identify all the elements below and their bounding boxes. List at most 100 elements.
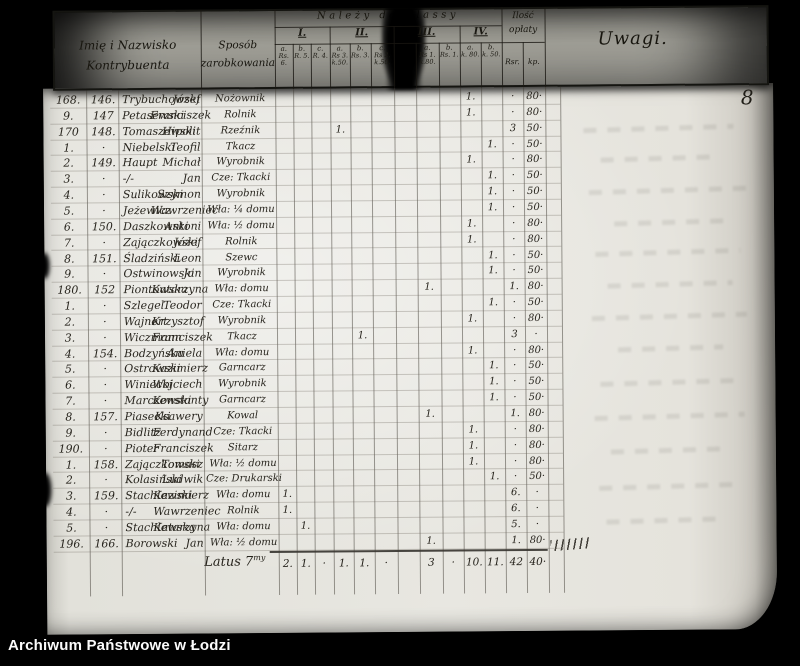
row-kp: 80·: [527, 233, 544, 245]
row-gn: Krzysztof: [151, 314, 204, 328]
class-tick: 1.: [300, 520, 311, 532]
row-gn: Katarzyna: [151, 282, 209, 297]
row-gn: Wawrzeniec: [153, 504, 221, 519]
row-kp: 80·: [527, 281, 544, 293]
summary-label-text: Latus 7: [204, 554, 254, 570]
row-oc: Wła: ½ domu: [209, 536, 278, 549]
row-b: ·: [103, 331, 107, 345]
row-a: 6.: [65, 378, 76, 392]
row-a: 190.: [58, 442, 84, 456]
row-a: 8.: [64, 252, 75, 266]
row-a: 7.: [65, 394, 76, 408]
header-name-label-2: Kontrybuenta: [86, 57, 170, 73]
row-a: 168.: [55, 93, 81, 107]
class-tick: 1.: [426, 535, 436, 547]
row-b: ·: [102, 299, 107, 313]
row-kp: 80·: [529, 534, 546, 546]
row-gn: Szymon: [157, 187, 201, 201]
row-rsr: ·: [511, 106, 515, 118]
summary-value-ia: 2.: [282, 557, 293, 570]
row-gn: Wojciech: [152, 377, 203, 392]
row-b: ·: [101, 172, 106, 186]
row-kp: 50·: [528, 392, 545, 404]
row-b: ·: [104, 505, 109, 519]
row-a: 4.: [63, 188, 75, 202]
class-subcell-iib: b. Rs. 3.: [350, 44, 371, 86]
row-a: 1.: [63, 141, 74, 155]
class-subrate: Rs 3. k.50.: [331, 51, 349, 67]
row-oc: Szewc: [225, 251, 258, 263]
class-subrate: R. 5.: [294, 51, 310, 60]
class-tick: 1.: [487, 186, 498, 198]
row-kp: ·: [535, 518, 540, 530]
archive-caption: Archiwum Państwowe w Łodzi: [8, 637, 231, 654]
header-fee-label: Ilość: [512, 10, 534, 22]
row-gn: Jan: [182, 171, 201, 185]
class-tick: 1.: [488, 360, 499, 372]
summary-value-iic: ·: [384, 557, 389, 570]
row-b: 157.: [93, 410, 118, 424]
summary-value-rsr: 42: [509, 556, 524, 569]
row-rsr: ·: [513, 471, 518, 483]
row-rsr: ·: [512, 233, 516, 245]
class-tick: 1.: [465, 91, 476, 103]
row-oc: Wyrobnik: [217, 267, 266, 279]
class-subcell-ivb: b. k. 50.: [481, 43, 502, 85]
row-rsr: ·: [512, 312, 517, 325]
row-oc: Tkacz: [227, 330, 257, 343]
summary-label: Latus 7my: [190, 553, 280, 570]
row-b: 151.: [92, 251, 117, 265]
class-subrate: Rs 1. k.80.: [419, 50, 436, 66]
row-oc: Sitarz: [227, 441, 258, 454]
row-rsr: 5.: [511, 518, 521, 531]
row-oc: Nożownik: [214, 93, 266, 105]
row-kp: 50·: [526, 138, 543, 150]
row-rsr: 6.: [511, 503, 521, 515]
row-rsr: ·: [511, 170, 515, 182]
row-a: 2.: [63, 156, 74, 171]
row-b: ·: [102, 188, 106, 202]
row-rsr: ·: [511, 91, 515, 103]
summary-value-iiib: ·: [451, 556, 456, 569]
row-b: 154.: [92, 346, 118, 361]
row-kp: ·: [535, 503, 540, 515]
header-remarks-label: Uwagi.: [597, 27, 668, 50]
row-b: ·: [104, 473, 108, 487]
row-a: 7.: [63, 236, 75, 250]
row-b: 150.: [91, 220, 117, 234]
header-fee-sub-rsr: Rsr.: [505, 57, 520, 67]
row-rsr: ·: [512, 249, 516, 261]
class-subrate: R. 4.: [312, 51, 328, 60]
class-subcell-ic: c. R. 4.: [311, 45, 330, 87]
row-kp: 50·: [526, 185, 543, 198]
class-tick: 1.: [487, 138, 497, 150]
class-subcell-iic: c. Rs 2. k.50.: [371, 44, 394, 86]
row-a: 2.: [64, 315, 76, 329]
row-gn: Jan: [185, 536, 204, 550]
class-tick: 1.: [466, 218, 477, 230]
row-kp: 80·: [528, 423, 545, 435]
row-gn: Wawrzeniec: [150, 203, 219, 217]
row-b: ·: [104, 441, 108, 456]
row-kp: 50·: [527, 249, 544, 261]
row-gn: Józef: [173, 235, 202, 249]
class-numeral-I: I.: [298, 27, 307, 39]
class-subrate: Rs 2. k.50.: [374, 51, 391, 67]
row-rsr: ·: [511, 154, 515, 166]
row-oc: Wła: domu: [216, 520, 271, 533]
header-fee-sub-kp: kp.: [527, 56, 540, 66]
class-tick: 1.: [466, 154, 476, 166]
row-gn: Katarzyna: [153, 520, 211, 534]
row-gn: Ksawery: [154, 409, 203, 423]
class-tick: 1.: [488, 249, 498, 261]
row-b: 166.: [94, 537, 119, 551]
row-a: 3.: [65, 489, 77, 503]
class-subrate: Rs. 6.: [278, 51, 289, 67]
row-rsr: 6.: [510, 487, 521, 499]
row-b: ·: [103, 394, 108, 408]
row-b: ·: [103, 378, 108, 392]
row-b: ·: [102, 267, 107, 281]
row-a: 6.: [63, 220, 75, 234]
row-kp: 80·: [528, 407, 545, 419]
